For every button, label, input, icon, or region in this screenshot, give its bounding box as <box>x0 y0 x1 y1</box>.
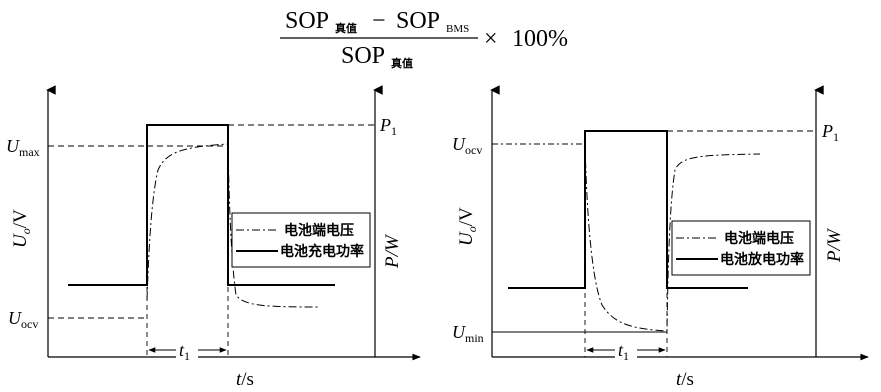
right-umin-label: Umin <box>452 322 484 345</box>
charging-pulse-diagram: Uo/V P/W t/s Umax Uocv P1 t1 电池端电压 电池充电功… <box>6 85 421 390</box>
numerator-minus: − <box>372 8 386 34</box>
right-x-axis-label: t/s <box>676 369 694 390</box>
svg-text:P1: P1 <box>821 121 839 144</box>
left-legend-power-label: 电池充电功率 <box>280 243 364 260</box>
percent-factor: 100% <box>512 26 568 52</box>
discharging-pulse-diagram: Uo/V P/W t/s Uocv Umin P1 t1 电池端电压 电池放电功… <box>452 85 869 390</box>
sop-error-formula: SOP 真值 − SOP BMS SOP 真值 × 100% <box>280 8 568 70</box>
svg-text:t/s: t/s <box>236 369 254 390</box>
right-legend-power-label: 电池放电功率 <box>720 251 804 268</box>
svg-text:Uocv: Uocv <box>8 308 38 331</box>
svg-text:P1: P1 <box>379 115 397 138</box>
left-legend: 电池端电压 电池充电功率 <box>231 212 371 268</box>
left-right-axis-label: P/W <box>382 233 403 269</box>
right-legend: 电池端电压 电池放电功率 <box>671 220 811 276</box>
left-x-axis-label: t/s <box>236 369 254 390</box>
numerator-sop-bms: SOP <box>396 8 440 34</box>
svg-text:Umax: Umax <box>6 136 40 159</box>
right-p1-label: P1 <box>821 121 839 144</box>
right-t1-label: t1 <box>618 340 629 363</box>
left-y-axis-label: Uo/V <box>10 209 33 248</box>
svg-text:Uo/V: Uo/V <box>10 209 33 248</box>
numerator-sop-true: SOP <box>285 8 329 34</box>
svg-text:t/s: t/s <box>676 369 694 390</box>
right-y-axis-label: Uo/V <box>456 207 479 246</box>
left-t1-label: t1 <box>179 340 190 363</box>
charging-power-curve <box>68 124 335 286</box>
discharging-power-curve <box>508 130 748 289</box>
svg-text:Uo/V: Uo/V <box>456 207 479 246</box>
svg-text:t1: t1 <box>179 340 190 363</box>
svg-text:t1: t1 <box>618 340 629 363</box>
right-legend-voltage-label: 电池端电压 <box>724 230 794 247</box>
denominator-true-subscript: 真值 <box>391 56 413 70</box>
left-legend-voltage-label: 电池端电压 <box>284 222 354 239</box>
right-uocv-label: Uocv <box>452 134 482 157</box>
times-sign: × <box>484 26 498 52</box>
left-umax-label: Umax <box>6 136 40 159</box>
numerator-true-subscript: 真值 <box>335 21 357 35</box>
right-right-axis-label: P/W <box>824 227 845 263</box>
right-legend-box <box>671 220 811 276</box>
left-legend-box <box>231 212 371 268</box>
denominator-sop-true: SOP <box>341 43 385 69</box>
charging-voltage-curve <box>146 143 321 308</box>
svg-text:Umin: Umin <box>452 322 484 345</box>
discharging-voltage-curve <box>584 143 761 332</box>
svg-text:Uocv: Uocv <box>452 134 482 157</box>
left-p1-label: P1 <box>379 115 397 138</box>
svg-text:P/W: P/W <box>824 227 845 263</box>
svg-text:P/W: P/W <box>382 233 403 269</box>
left-uocv-label: Uocv <box>8 308 38 331</box>
numerator-bms-subscript: BMS <box>446 23 469 35</box>
